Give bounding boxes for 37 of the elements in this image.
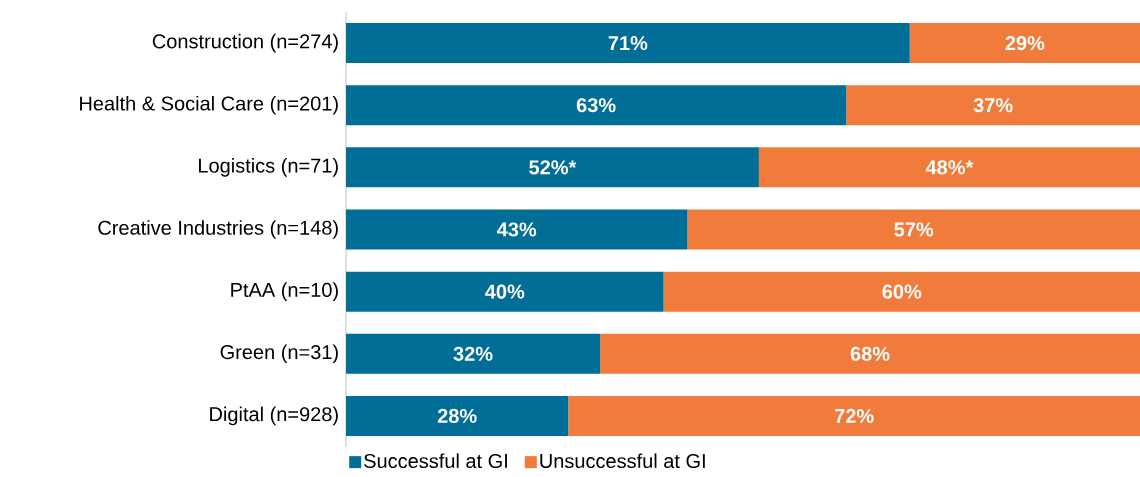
y-tick-label: Green (n=31): [220, 344, 338, 364]
y-tick-label: Digital (n=928): [210, 406, 338, 426]
y-tick-label: PtAA (n=10): [231, 282, 338, 301]
bar: [346, 23, 910, 64]
bar: [346, 85, 847, 126]
bar: [346, 333, 601, 374]
y-tick-label: Health & Social Care (n=201): [80, 95, 338, 115]
data-label: 72%: [835, 408, 874, 423]
data-label: 71%: [608, 36, 648, 51]
bar: [909, 23, 1140, 64]
bar: [346, 147, 759, 188]
bar: [346, 271, 664, 312]
bar: [346, 209, 688, 250]
data-label: 29%: [1005, 36, 1045, 51]
legend-label: Unsuccessful at GI: [540, 453, 705, 469]
bar: [846, 85, 1140, 126]
data-label: 37%: [973, 98, 1013, 113]
bar: [687, 209, 1140, 250]
data-label: 48%*: [925, 160, 974, 175]
bar: [758, 147, 1140, 188]
data-label: 32%: [453, 346, 493, 361]
y-tick-label: Logistics (n=71): [199, 158, 338, 177]
data-label: 60%: [882, 284, 922, 299]
data-label: 57%: [894, 222, 934, 237]
data-label: 40%: [485, 284, 525, 299]
y-tick-label: Creative Industries (n=148): [98, 220, 338, 239]
bar: [600, 333, 1140, 374]
bar: [663, 271, 1140, 312]
data-label: 63%: [576, 98, 616, 113]
bar: [568, 395, 1140, 436]
data-label: 43%: [497, 222, 537, 237]
data-label: 28%: [437, 408, 477, 423]
data-label: 52%*: [529, 160, 577, 175]
bar: [346, 395, 569, 436]
y-tick-label: Construction (n=274): [152, 33, 338, 53]
legend-label: Successful at GI: [364, 453, 507, 469]
data-label: 68%: [850, 346, 890, 361]
